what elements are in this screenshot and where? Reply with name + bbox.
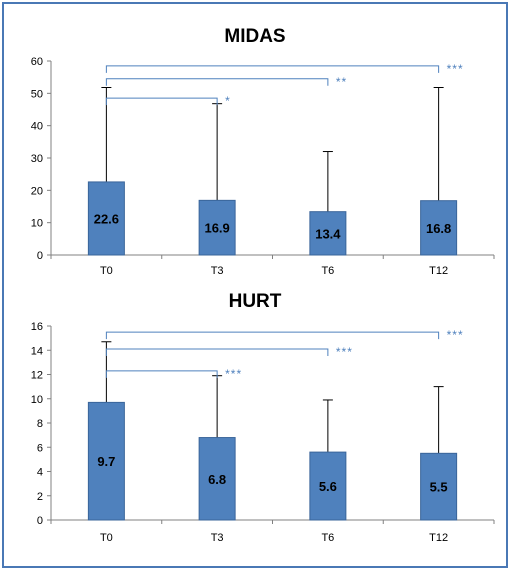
bar-t12 <box>420 200 458 256</box>
chart-panel-hurt: HURT 0 2 4 6 8 10 12 14 16 9.7 T0 6.8 T3 5.6 T6 5.5 T12 **… <box>31 291 495 544</box>
x-tick-label: T12 <box>429 532 448 544</box>
significance-marker: ** <box>336 75 347 89</box>
data-label: 22.6 <box>94 211 119 226</box>
x-tick-label: T0 <box>100 532 113 544</box>
significance-bracket <box>105 65 440 73</box>
bar-t12 <box>420 452 458 521</box>
y-tick-label: 20 <box>31 185 43 197</box>
y-tick-label: 14 <box>31 345 43 357</box>
bar-t0 <box>87 181 125 256</box>
x-tick-label: T3 <box>211 265 224 277</box>
x-tick-label: T6 <box>321 532 334 544</box>
y-tick-label: 0 <box>37 250 43 262</box>
y-tick-label: 50 <box>31 88 43 100</box>
bar-t6 <box>309 211 347 256</box>
x-tick-label: T0 <box>100 265 113 277</box>
bar-t3 <box>198 199 236 256</box>
significance-bracket <box>105 78 329 86</box>
y-tick-label: 4 <box>37 467 43 479</box>
y-tick-label: 2 <box>37 491 43 503</box>
significance-bracket <box>105 370 218 378</box>
chart-title: HURT <box>229 291 282 312</box>
y-tick-label: 40 <box>31 121 43 133</box>
chart-title: MIDAS <box>224 26 285 47</box>
significance-marker: * <box>225 94 231 108</box>
bar-t3 <box>198 437 236 521</box>
data-label: 5.5 <box>430 480 448 495</box>
bar-t0 <box>87 401 125 521</box>
chart-canvas: MIDAS010203040506022.6T016.9T313.4T616.8… <box>31 26 495 544</box>
y-tick-label: 10 <box>31 218 43 230</box>
y-tick-label: 30 <box>31 153 43 165</box>
x-tick-label: T3 <box>211 532 224 544</box>
x-tick-label: T12 <box>429 265 448 277</box>
data-label: 16.8 <box>426 221 451 236</box>
data-label: 6.8 <box>208 472 226 487</box>
chart-panel-midas: MIDAS 0 10 20 30 40 50 60 22.6 T0 16.9 T3 13.4 T6 16.8… <box>31 26 495 277</box>
y-tick-label: 8 <box>37 418 43 430</box>
x-tick-label: T6 <box>321 265 334 277</box>
significance-marker: *** <box>447 328 464 342</box>
significance-bracket <box>105 331 440 340</box>
significance-bracket <box>105 348 329 357</box>
significance-marker: *** <box>447 62 464 76</box>
y-tick-label: 12 <box>31 370 43 382</box>
significance-marker: *** <box>225 367 242 381</box>
data-label: 5.6 <box>319 479 337 494</box>
significance-bracket <box>105 97 218 106</box>
y-tick-label: 10 <box>31 394 43 406</box>
y-tick-label: 16 <box>31 321 43 333</box>
y-tick-label: 0 <box>37 515 43 527</box>
y-tick-label: 6 <box>37 442 43 454</box>
significance-marker: *** <box>336 345 353 359</box>
data-label: 13.4 <box>315 226 341 241</box>
data-label: 16.9 <box>204 221 229 236</box>
data-label: 9.7 <box>97 454 115 469</box>
bar-t6 <box>309 451 347 521</box>
y-tick-label: 60 <box>31 56 43 68</box>
